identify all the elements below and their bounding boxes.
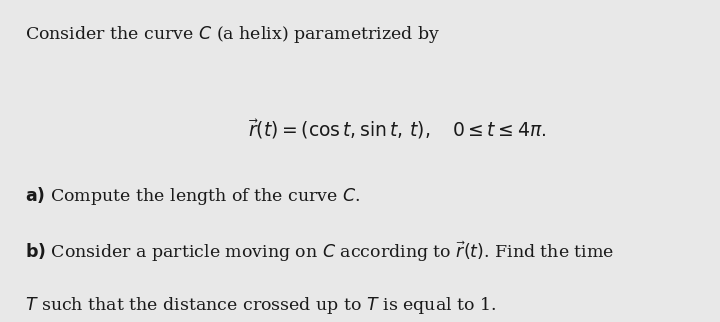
Text: $T$ such that the distance crossed up to $T$ is equal to 1.: $T$ such that the distance crossed up to…: [25, 295, 497, 316]
Text: $\bf{a)}$ Compute the length of the curve $C$.: $\bf{a)}$ Compute the length of the curv…: [25, 185, 361, 207]
Text: $\vec{r}(t) = (\cos t, \sin t,\, t), \quad 0 \leq t \leq 4\pi.$: $\vec{r}(t) = (\cos t, \sin t,\, t), \qu…: [248, 118, 547, 141]
Text: Consider the curve $C$ (a helix) parametrized by: Consider the curve $C$ (a helix) paramet…: [25, 24, 441, 45]
Text: $\bf{b)}$ Consider a particle moving on $C$ according to $\vec{r}(t)$. Find the : $\bf{b)}$ Consider a particle moving on …: [25, 240, 614, 264]
